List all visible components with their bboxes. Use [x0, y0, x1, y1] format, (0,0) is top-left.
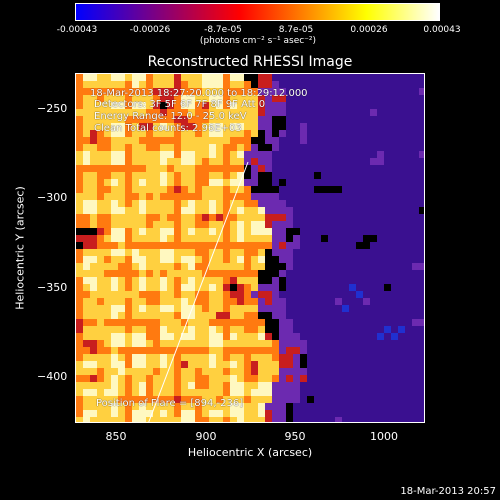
- colorbar-tick-label: -0.00026: [129, 25, 171, 35]
- image-pixels: [76, 74, 424, 422]
- colorbar-tick-label: -8.7e-05: [204, 25, 242, 35]
- image-title: Reconstructed RHESSI Image: [147, 54, 353, 70]
- clean-counts-label: Clean Total counts: 2.96E+03: [94, 123, 242, 134]
- flare-position-label: Position of Flare = [894,-236]: [96, 398, 244, 409]
- x-tick-label: 1000: [370, 430, 398, 443]
- limb-line: [148, 161, 249, 422]
- rhessi-image-plot: 18-Mar-2013 18:27:20.000 to 18:29:12.000…: [75, 73, 425, 423]
- colorbar: [75, 3, 440, 21]
- generation-timestamp: 18-Mar-2013 20:57: [400, 486, 496, 497]
- y-tick-label: −250: [37, 102, 68, 115]
- rhessi-image-canvas: [76, 74, 424, 422]
- y-axis-label: Heliocentric Y (arcsec): [13, 186, 27, 310]
- x-tick-label: 900: [195, 430, 217, 443]
- x-tick-label: 850: [105, 430, 127, 443]
- detectors-label: Detectors: 3F 5F 6F 7F 8F 9F Att 0: [94, 99, 266, 110]
- colorbar-tick-label: 0.00026: [350, 25, 388, 35]
- y-tick-label: −350: [37, 281, 68, 294]
- y-tick-label: −400: [37, 370, 68, 383]
- colorbar-tick-label: 8.7e-05: [278, 25, 314, 35]
- y-tick-label: −300: [37, 191, 68, 204]
- time-range-label: 18-Mar-2013 18:27:20.000 to 18:29:12.000: [90, 88, 308, 99]
- colorbar-tick-label: -0.00043: [56, 25, 98, 35]
- x-tick-label: 950: [284, 430, 306, 443]
- colorbar-tick-label: 0.00043: [423, 25, 461, 35]
- colorbar-units-label: (photons cm⁻² s⁻¹ asec⁻²): [199, 36, 317, 46]
- x-axis-label: Heliocentric X (arcsec): [187, 446, 313, 459]
- energy-range-label: Energy Range: 12.0 - 25.0 keV: [94, 111, 247, 122]
